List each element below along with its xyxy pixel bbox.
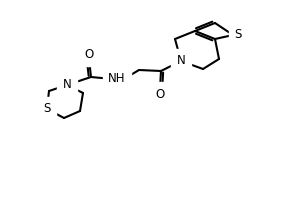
Text: N: N xyxy=(63,78,71,92)
Text: S: S xyxy=(43,102,51,116)
Text: O: O xyxy=(84,47,94,60)
Text: N: N xyxy=(177,54,185,68)
Text: NH: NH xyxy=(108,72,126,86)
Text: O: O xyxy=(155,88,165,100)
Text: S: S xyxy=(234,27,242,40)
